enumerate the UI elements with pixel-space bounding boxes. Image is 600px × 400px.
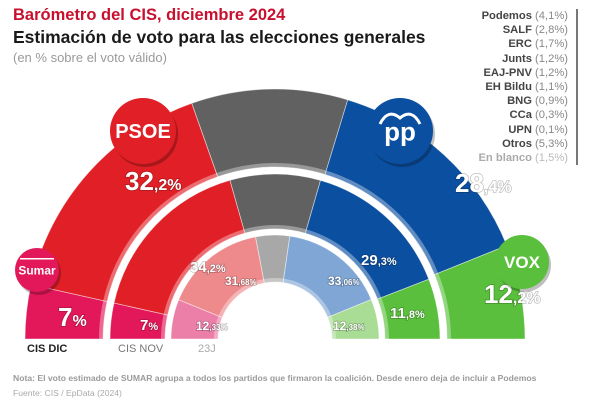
vox-logo-text: VOX — [504, 253, 541, 272]
legend-party: EH Bildu — [485, 81, 532, 94]
legend-party: SALF — [502, 24, 532, 37]
data-label-sumar-1: 7% — [140, 317, 158, 334]
legend-item: Junts (1,2%) — [478, 52, 568, 66]
chart-kicker: Barómetro del CIS, diciembre 2024 — [13, 6, 286, 24]
legend-party: BNG — [507, 95, 532, 108]
legend-value: (1,1%) — [531, 81, 568, 94]
ring-label-cis-dic: CIS DIC — [27, 343, 68, 355]
legend-party: Otros — [502, 137, 532, 150]
ring-gap — [104, 168, 446, 340]
legend-value: (5,3%) — [531, 137, 568, 150]
legend-party: EAJ-PNV — [483, 66, 532, 79]
data-label-sumar-2: 12,33% — [196, 319, 228, 333]
legend-party: UPN — [508, 123, 532, 136]
legend-value: (2,8%) — [531, 24, 568, 37]
legend-item: EAJ-PNV (1,2%) — [478, 66, 568, 80]
legend-value: (1,2%) — [531, 52, 568, 65]
legend-item: ERC (1,7%) — [478, 37, 568, 51]
data-label-psoe-1: 34,2% — [190, 259, 226, 276]
legend-value: (1,7%) — [531, 38, 568, 51]
chart-subtitle: (en % sobre el voto válido) — [13, 50, 167, 65]
legend-item: Otros (5,3%) — [478, 137, 568, 151]
legend-value: (0,3%) — [531, 109, 568, 122]
source-credit: Fuente: CIS / EpData (2024) — [13, 388, 122, 398]
legend-value: (1,2%) — [531, 66, 568, 79]
legend-item: UPN (0,1%) — [478, 123, 568, 137]
data-label-sumar-0: 7% — [58, 302, 87, 332]
ring-gap — [166, 230, 384, 340]
ring-label-23j: 23J — [198, 343, 216, 355]
legend-item: Podemos (4,1%) — [478, 9, 568, 23]
baseline-mask — [0, 339, 600, 341]
sumar-logo-line — [20, 258, 54, 260]
pp-logo-text: pp — [384, 116, 416, 146]
legend-party: Podemos — [481, 10, 532, 22]
legend-party: Junts — [502, 52, 532, 65]
legend-party: CCa — [509, 109, 532, 122]
data-label-pp-1: 29,3% — [361, 252, 397, 269]
legend-item: BNG (0,9%) — [478, 94, 568, 108]
footnote: Nota: El voto estimado de SUMAR agrupa a… — [13, 373, 537, 383]
data-label-psoe-2: 31,68% — [225, 274, 257, 288]
data-label-psoe-0: 32,2% — [125, 166, 182, 196]
legend-item: EH Bildu (1,1%) — [478, 80, 568, 94]
legend-value: (1,5%) — [531, 152, 568, 165]
psoe-logo — [110, 98, 176, 164]
segment-resto-1 — [229, 173, 322, 234]
legend-item: CCa (0,3%) — [478, 108, 568, 122]
legend-value: (0,1%) — [531, 123, 568, 136]
data-label-vox-2: 12,38% — [333, 319, 365, 333]
legend-value: (0,9%) — [531, 95, 568, 108]
legend-item: SALF (2,8%) — [478, 23, 568, 37]
vox-logo — [495, 235, 549, 289]
pp-logo — [367, 98, 433, 164]
others-legend: Podemos (4,1%) SALF (2,8%) ERC (1,7%) Junts… — [478, 9, 578, 166]
ring-label-cis-nov: CIS NOV — [118, 343, 164, 355]
chart-title: Estimación de voto para las elecciones g… — [13, 27, 426, 47]
pp-logo-seagull — [378, 112, 422, 125]
psoe-logo-text: PSOE — [115, 121, 171, 143]
sumar-logo-text: Sumar — [18, 263, 56, 277]
data-label-pp-2: 33,06% — [328, 274, 360, 288]
legend-party: En blanco — [478, 152, 532, 165]
legend-item: En blanco (1,5%) — [478, 151, 568, 165]
data-label-pp-0: 28,4% — [455, 168, 512, 198]
data-label-vox-1: 11,8% — [390, 305, 425, 322]
legend-value: (4,1%) — [531, 10, 568, 22]
legend-party: ERC — [508, 38, 532, 51]
